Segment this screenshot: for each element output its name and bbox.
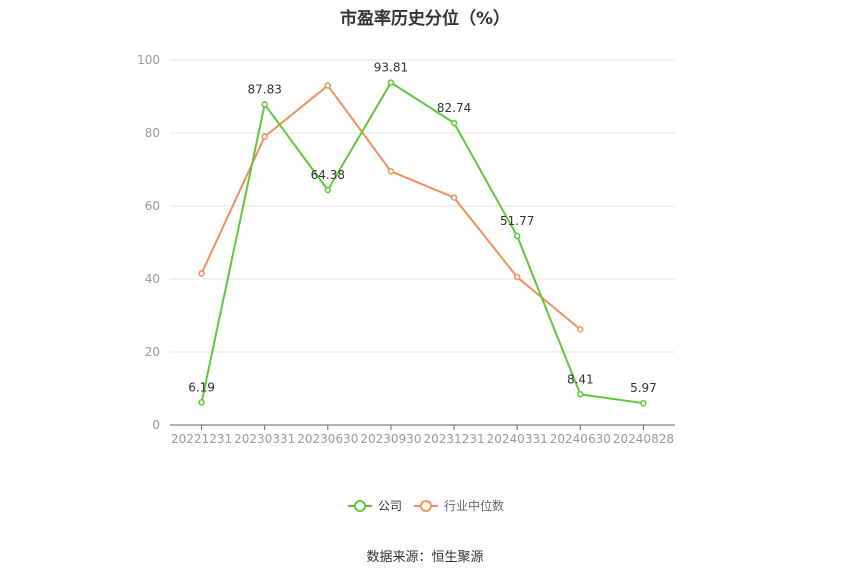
- data-point-industry-median: [324, 82, 332, 89]
- legend-marker-company: [354, 500, 366, 512]
- data-label-company: 82.74: [437, 101, 471, 115]
- data-source: 数据来源：恒生聚源: [366, 550, 484, 565]
- y-axis-ticks: 0 20 40 60 80 100: [137, 53, 160, 432]
- data-point-company: [577, 391, 584, 398]
- y-tick-label: 60: [145, 199, 160, 213]
- legend-item-company[interactable]: 公司: [348, 499, 402, 513]
- legend-label-company: 公司: [378, 499, 402, 513]
- x-tick-label: 20230630: [297, 432, 358, 446]
- data-label-company: 64.38: [311, 168, 345, 182]
- x-tick-label: 20230331: [234, 432, 295, 446]
- data-label-company: 87.83: [248, 82, 282, 96]
- x-tick-label: 20221231: [171, 432, 232, 446]
- data-point-industry-median: [450, 194, 458, 201]
- series-group: [198, 79, 647, 407]
- x-tick-label: 20240828: [613, 432, 674, 446]
- data-label-company: 5.97: [630, 381, 657, 395]
- legend-label-industry-median: 行业中位数: [444, 498, 504, 513]
- x-tick-label: 20240331: [487, 432, 548, 446]
- y-tick-label: 100: [137, 53, 160, 67]
- data-point-company: [198, 399, 205, 406]
- data-label-company: 8.41: [567, 372, 594, 386]
- data-point-industry-median: [198, 270, 205, 277]
- data-label-company: 93.81: [374, 61, 408, 75]
- data-point-industry-median: [513, 273, 521, 281]
- data-point-company: [261, 101, 268, 108]
- x-tick-label: 20231231: [424, 432, 485, 446]
- legend-item-industry-median[interactable]: 行业中位数: [414, 498, 504, 513]
- x-axis-ticks: 20221231 20230331 20230630 20230930 20231231…: [171, 425, 674, 446]
- x-tick-label: 20240630: [550, 432, 611, 446]
- data-point-company: [450, 119, 458, 127]
- grid-lines: [170, 59, 675, 353]
- data-label-company: 51.77: [500, 214, 534, 228]
- data-point-company: [513, 232, 521, 240]
- series-line-industry-median: [200, 84, 581, 331]
- series-line-company: [200, 81, 644, 405]
- legend[interactable]: 公司 行业中位数: [348, 498, 504, 513]
- data-point-company: [387, 79, 395, 86]
- legend-marker-industry-median: [420, 500, 432, 512]
- data-labels: 6.19 87.83 64.38 93.81 82.74 51.77 8.41 5.97: [188, 61, 657, 396]
- x-tick-label: 20230930: [360, 432, 421, 446]
- y-tick-label: 0: [152, 418, 160, 432]
- data-point-industry-median: [261, 133, 268, 140]
- data-point-company: [324, 186, 332, 194]
- chart-title: 市盈率历史分位（%）: [339, 9, 511, 29]
- data-point-company: [640, 399, 647, 407]
- y-tick-label: 20: [145, 345, 160, 359]
- data-point-industry-median: [577, 326, 584, 333]
- data-label-company: 6.19: [188, 380, 215, 394]
- y-tick-label: 40: [145, 272, 160, 286]
- data-point-industry-median: [387, 168, 395, 175]
- y-tick-label: 80: [145, 126, 160, 140]
